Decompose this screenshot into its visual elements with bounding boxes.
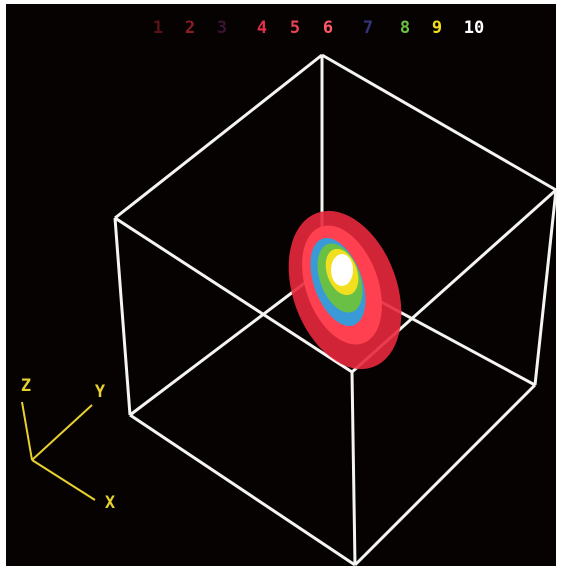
legend-label: 6 xyxy=(323,18,333,38)
z-axis-label: Z xyxy=(21,376,31,396)
axis-triad xyxy=(21,401,96,501)
bounding-cube xyxy=(113,53,558,567)
legend-label: 2 xyxy=(185,18,195,38)
legend-label: 1 xyxy=(153,18,163,38)
legend-label: 3 xyxy=(217,18,227,38)
x-axis-label: X xyxy=(105,493,116,513)
y-axis-label: Y xyxy=(95,382,106,402)
color-legend: 1 2 3 4 5 6 7 8 9 10 xyxy=(153,18,484,38)
legend-label: 5 xyxy=(290,18,300,38)
legend-label: 8 xyxy=(400,18,410,38)
legend-label: 4 xyxy=(257,18,267,38)
legend-label: 10 xyxy=(464,18,484,38)
legend-label: 7 xyxy=(363,18,373,38)
density-blob xyxy=(288,210,402,370)
legend-label: 9 xyxy=(432,18,442,38)
background xyxy=(6,4,556,566)
